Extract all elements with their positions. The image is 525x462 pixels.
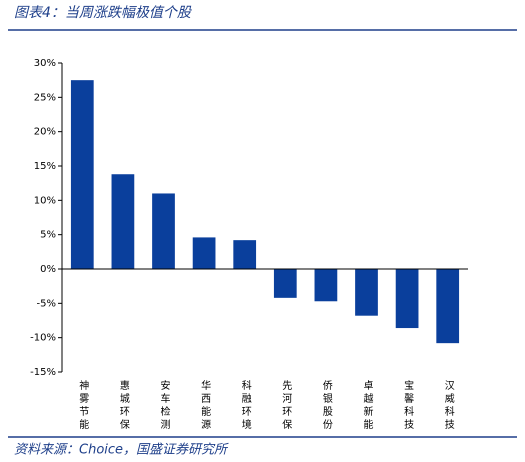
y-tick-label: 5% [40, 230, 56, 241]
source-note: 资料来源：Choice，国盛证券研究所 [14, 442, 229, 458]
bar [152, 193, 175, 269]
bar [111, 174, 135, 269]
y-tick-label: 25% [34, 92, 56, 103]
x-tick-label: 神雾节能 [77, 379, 89, 432]
bar [233, 240, 257, 269]
bar [355, 269, 378, 316]
x-tick-label: 卓越新能 [361, 380, 373, 432]
x-tick-label: 先河环保 [280, 380, 292, 432]
x-tick-label: 汉威科技 [442, 380, 454, 432]
x-tick-label: 安车检测 [158, 379, 170, 432]
x-tick-label: 宝馨科技 [402, 379, 414, 432]
x-tick-label: 侨银股份 [320, 380, 332, 432]
chart-title: 图表4：当周涨跌幅极值个股 [14, 5, 193, 21]
y-tick-label: 0% [40, 264, 56, 275]
x-tick-label: 科融环境 [239, 379, 251, 432]
y-tick-label: -15% [30, 367, 56, 378]
bar [395, 269, 419, 329]
y-tick-label: 20% [34, 127, 56, 138]
y-tick-label: 10% [34, 195, 56, 206]
x-tick-label: 惠城环保 [117, 379, 129, 432]
bar [436, 269, 460, 344]
x-tick-label: 华西能源 [199, 379, 211, 432]
y-tick-label: -10% [30, 333, 56, 344]
bar [273, 269, 297, 298]
bar [192, 237, 216, 269]
bar [70, 80, 94, 270]
bar [314, 269, 338, 302]
y-tick-label: 15% [34, 161, 56, 172]
y-tick-label: -5% [37, 298, 56, 309]
y-tick-label: 30% [34, 58, 56, 69]
